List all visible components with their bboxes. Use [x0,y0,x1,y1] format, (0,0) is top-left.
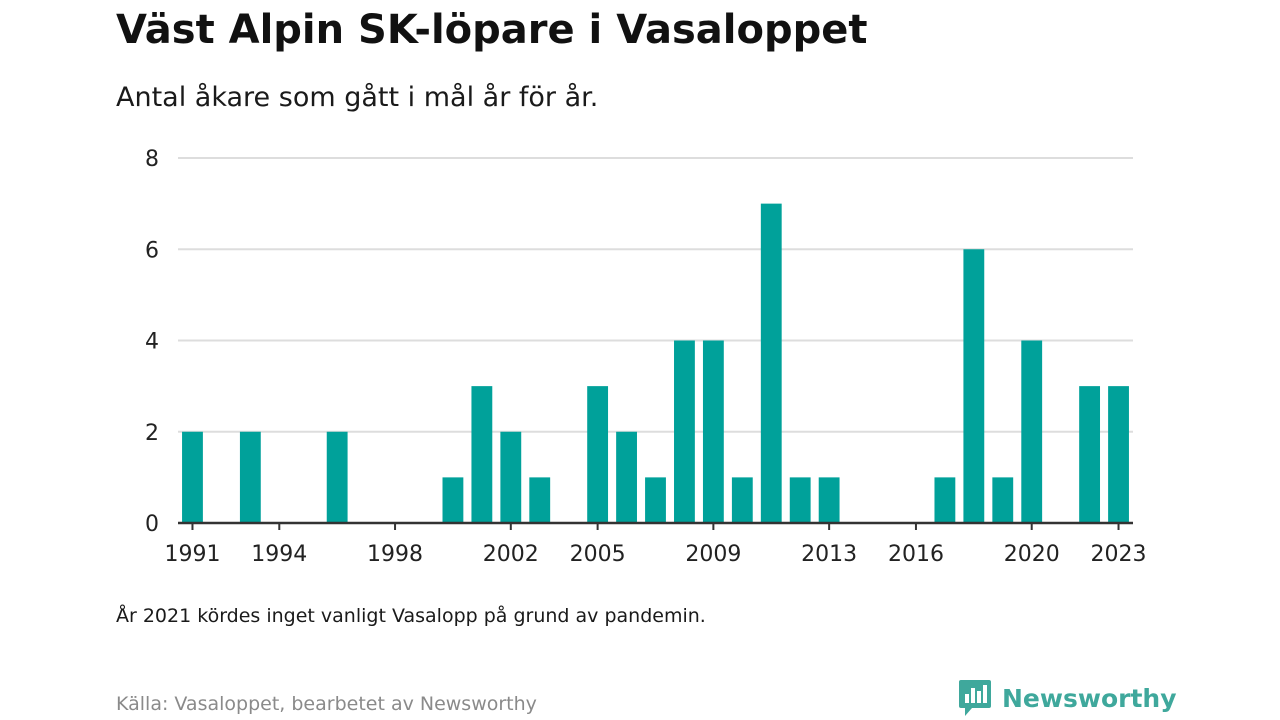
x-tick-label: 1994 [251,542,307,567]
bar-2019 [992,477,1014,523]
bar-2005 [587,386,609,523]
bar-2020 [1021,340,1043,523]
bar-2013 [818,477,840,523]
bar-2012 [789,477,811,523]
bar-2008 [674,340,695,523]
bars [182,203,1129,523]
x-tick-label: 2016 [888,542,944,567]
bar-1991 [182,431,203,523]
y-tick-label: 2 [145,421,159,446]
brand-logo: Newsworthy [958,678,1177,718]
bar-2000 [442,477,464,523]
chart-title: Väst Alpin SK-löpare i Vasaloppet [116,7,868,53]
x-tick-label: 2013 [801,542,857,567]
bar-1993 [239,431,261,523]
newsworthy-logo-icon [959,680,991,716]
y-tick-label: 4 [145,330,159,355]
x-tick-label: 2020 [1004,542,1060,567]
bar-2007 [645,477,666,523]
gridlines [178,157,1133,433]
y-tick-label: 8 [145,147,159,172]
x-tick-label: 2023 [1091,542,1147,567]
chart-source: Källa: Vasaloppet, bearbetet av Newswort… [116,693,537,715]
bar-1996 [326,431,348,523]
bar-2010 [731,477,753,523]
chart-subtitle: Antal åkare som gått i mål år för år. [116,82,599,113]
x-tick-label: 2005 [570,542,626,567]
bar-2018 [963,249,985,523]
x-tick-label: 1991 [164,542,220,567]
x-tick-label: 2002 [483,542,539,567]
bar-2023 [1108,386,1129,523]
bar-2009 [702,340,724,523]
brand-name: Newsworthy [1002,683,1177,713]
bar-2022 [1079,386,1101,523]
y-tick-label: 0 [145,512,159,537]
x-tick-label: 1998 [367,542,423,567]
bar-2006 [616,431,637,523]
bar-2011 [760,203,782,523]
bar-2003 [529,477,551,523]
chart-note: År 2021 kördes inget vanligt Vasalopp på… [116,605,706,627]
x-tick-label: 2009 [685,542,741,567]
bar-2001 [471,386,493,523]
bar-2017 [934,477,956,523]
y-tick-label: 6 [145,238,159,263]
x-axis-ticks: 1991 1994 1998 2002 2005 2009 2013 2016 2020 2023 [164,523,1147,567]
bar-2002 [500,431,522,523]
bar-chart: 0 2 4 6 8 1991 1994 1998 2002 2005 2009 2013 2016 20… [145,147,1147,567]
y-axis-ticks: 0 2 4 6 8 [145,147,159,537]
